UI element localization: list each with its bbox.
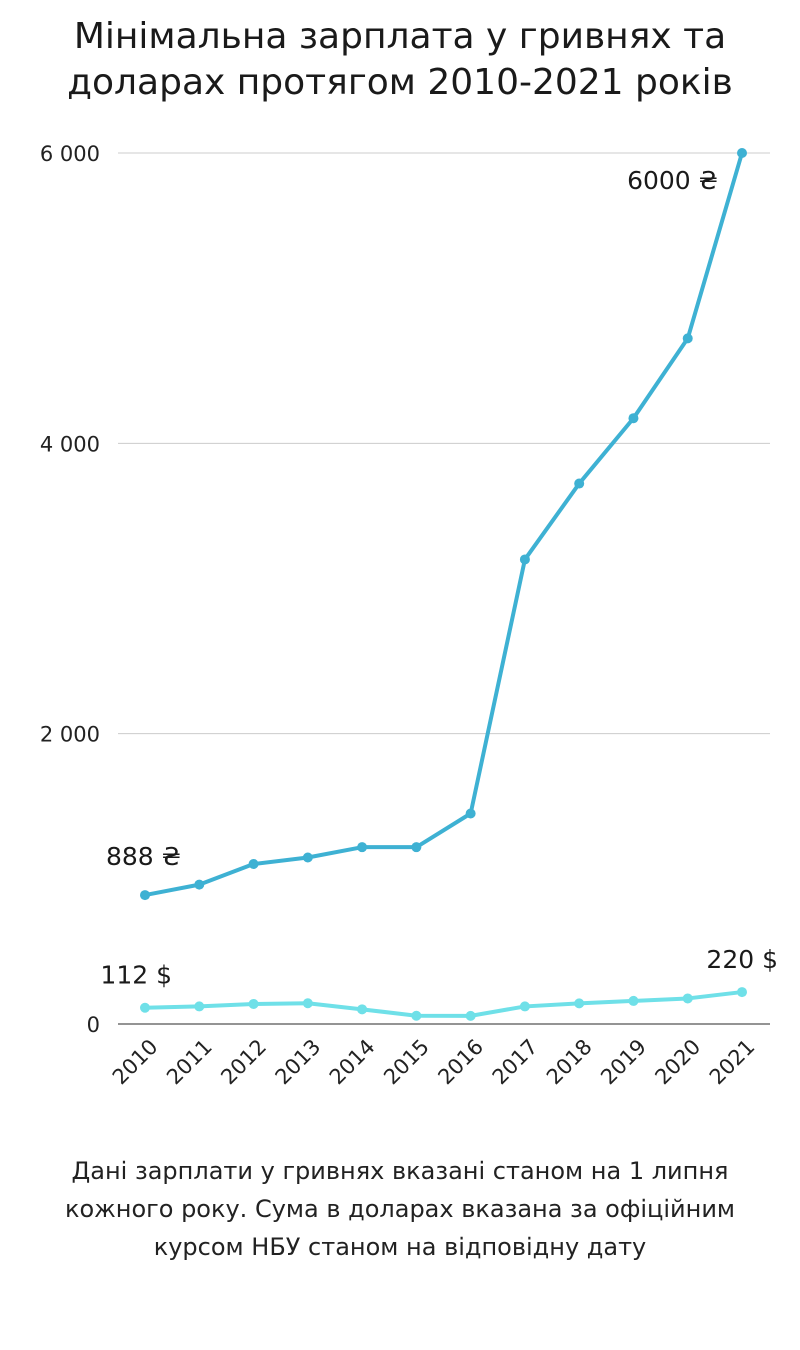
y-tick-label: 0: [87, 1013, 100, 1037]
x-tick-label: 2014: [325, 1035, 380, 1090]
data-point-usd: [248, 998, 259, 1009]
x-tick-label: 2013: [271, 1035, 326, 1090]
footnote-line-1: Дані зарплати у гривнях вказані станом н…: [71, 1157, 729, 1185]
y-tick-label: 4 000: [40, 432, 100, 456]
data-point-uah: [411, 842, 422, 853]
gridlines: [118, 152, 770, 1025]
chart-title-line-1: Мінімальна зарплата у гривнях та: [73, 16, 727, 57]
x-tick-label: 2012: [216, 1035, 271, 1090]
footnote-line-2: кожного року. Сума в доларах вказана за …: [64, 1195, 736, 1223]
data-point-uah: [465, 808, 476, 819]
y-tick-label: 2 000: [40, 723, 100, 747]
data-point-uah: [628, 413, 639, 424]
x-tick-label: 2016: [433, 1035, 488, 1090]
y-axis-tick-labels: 0 2 000 4 000 6 000: [40, 142, 100, 1037]
data-point-uah: [519, 554, 530, 565]
series-line-uah: [143, 151, 744, 898]
data-point-usd: [194, 1001, 205, 1012]
series-line-usd: [143, 990, 744, 1018]
data-point-uah: [682, 333, 693, 344]
series-lines: [140, 148, 747, 1021]
data-point-usd: [682, 993, 693, 1004]
chart-footnote: Дані зарплати у гривнях вказані станом н…: [20, 1152, 780, 1266]
data-point-uah: [248, 859, 259, 870]
y-tick-label: 6 000: [40, 142, 100, 166]
data-point-usd: [519, 1001, 530, 1012]
data-point-uah: [574, 478, 585, 489]
data-point-usd: [737, 987, 747, 998]
data-point-usd: [465, 1010, 476, 1021]
footnote-line-3: курсом НБУ станом на відповідну дату: [153, 1233, 647, 1261]
x-tick-label: 2021: [705, 1035, 760, 1090]
data-point-usd: [302, 998, 313, 1009]
x-tick-label: 2020: [650, 1035, 705, 1090]
data-point-uah: [194, 879, 205, 890]
chart-title-line-2: доларах протягом 2010-2021 років: [67, 62, 733, 103]
data-point-usd: [411, 1010, 422, 1021]
data-point-uah: [737, 148, 747, 158]
data-point-usd: [140, 1002, 150, 1013]
data-label: 6000 ₴: [627, 166, 718, 195]
data-annotations: 6000 ₴ 888 ₴ 112 $ 220 $: [100, 166, 778, 990]
x-tick-label: 2018: [542, 1035, 597, 1090]
data-label: 220 $: [706, 945, 778, 974]
x-tick-label: 2017: [488, 1035, 543, 1090]
x-tick-label: 2019: [596, 1035, 651, 1090]
data-point-usd: [574, 998, 585, 1009]
x-tick-label: 2015: [379, 1035, 434, 1090]
data-point-uah: [302, 852, 313, 863]
x-axis-tick-labels: 2010 2011 2012 2013 2014 2015 2016 2017 2018 2019…: [108, 1035, 760, 1090]
x-tick-label: 2010: [108, 1035, 163, 1090]
data-point-uah: [357, 842, 368, 853]
data-point-uah: [140, 890, 150, 901]
data-label: 888 ₴: [106, 842, 181, 871]
data-label: 112 $: [100, 961, 172, 990]
chart-title: Мінімальна зарплата у гривнях та доларах…: [0, 14, 800, 106]
x-tick-label: 2011: [162, 1035, 217, 1090]
data-point-usd: [357, 1004, 368, 1015]
data-point-usd: [628, 995, 639, 1006]
